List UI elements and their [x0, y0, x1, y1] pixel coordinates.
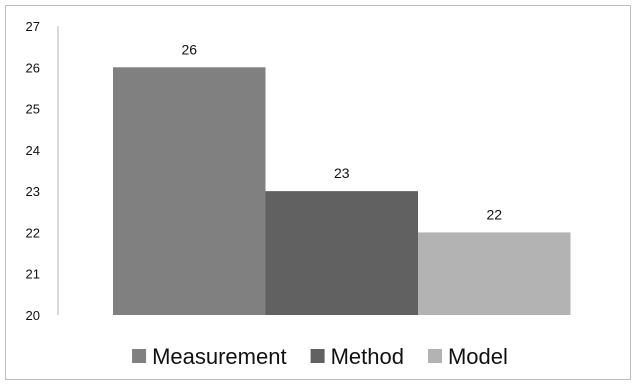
bar-model [418, 232, 571, 315]
bar-method [265, 191, 418, 315]
y-tick-label: 20 [26, 308, 40, 323]
y-tick-label: 21 [26, 267, 40, 282]
y-tick-label: 24 [26, 143, 40, 158]
y-axis-ticks: 20 21 22 23 24 25 26 27 [26, 19, 40, 323]
legend-label-method: Method [331, 344, 404, 369]
legend-swatch-model [427, 349, 442, 363]
data-label-model: 22 [486, 206, 502, 222]
bars [113, 67, 571, 316]
bar-measurement [113, 67, 266, 316]
legend-swatch-method [310, 349, 325, 363]
y-tick-label: 27 [26, 19, 40, 34]
legend-swatch-measurement [132, 349, 147, 363]
y-tick-label: 22 [26, 225, 40, 240]
y-tick-label: 26 [26, 60, 40, 75]
legend-label-measurement: Measurement [152, 344, 287, 369]
data-labels: 26 23 22 [181, 41, 502, 222]
legend-label-model: Model [448, 344, 508, 369]
y-tick-label: 25 [26, 102, 40, 117]
data-label-measurement: 26 [181, 41, 197, 57]
legend: Measurement Method Model [132, 344, 508, 369]
data-label-method: 23 [334, 165, 350, 181]
y-tick-label: 23 [26, 184, 40, 199]
